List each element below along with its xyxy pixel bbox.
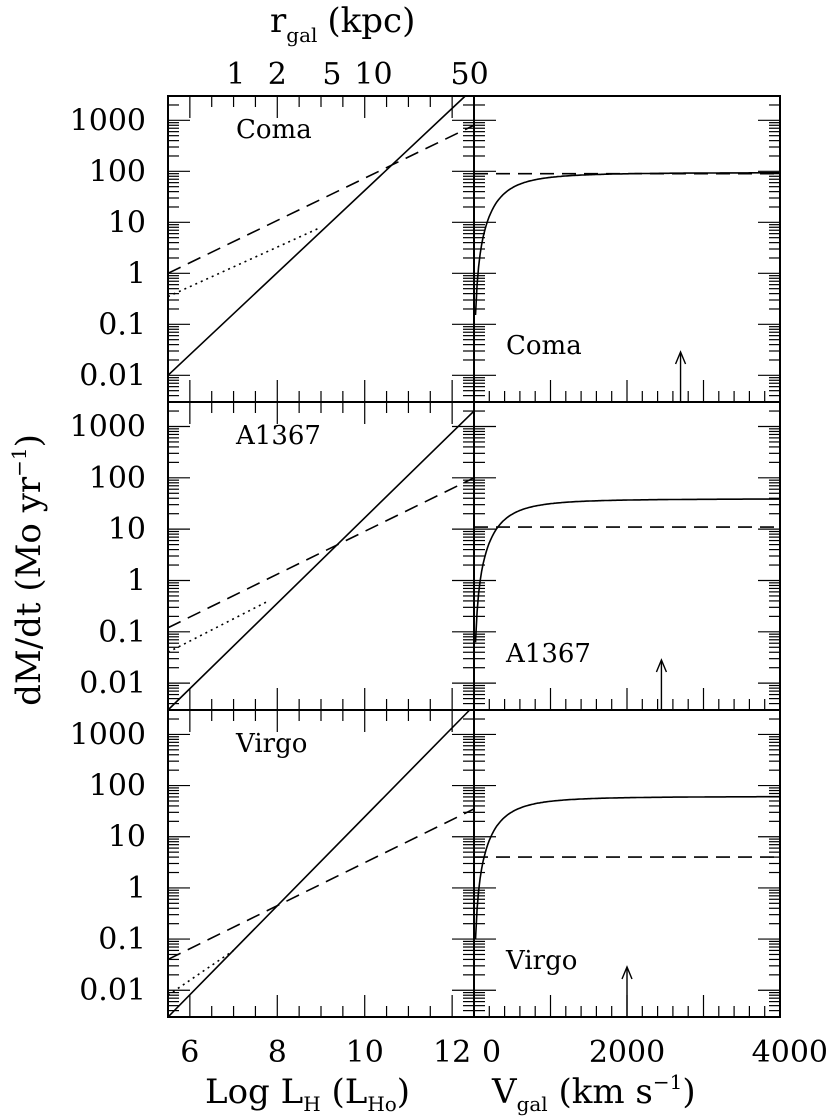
solid-line-A1367	[167, 410, 475, 711]
x-tick-label-left: 10	[346, 1035, 384, 1070]
y-tick-label: 10	[108, 820, 146, 855]
y-tick-label: 0.1	[98, 922, 146, 957]
top-tick-label: 50	[451, 57, 489, 92]
dotted-line-Coma	[167, 226, 322, 298]
x-tick-label-left: 8	[268, 1035, 287, 1070]
top-tick-label: 5	[322, 57, 341, 92]
y-axis-label: dM/dt (Mo yr−1)	[7, 434, 49, 706]
top-tick-label: 2	[268, 57, 287, 92]
cluster-label-right-A1367: A1367	[505, 639, 591, 669]
x-axis-label-left: Log LH (LHo)	[205, 1072, 410, 1116]
arrow-head-A1367	[655, 658, 668, 673]
x-tick-label-left: 6	[180, 1035, 199, 1070]
rising-curve-A1367	[474, 498, 781, 643]
x-tick-label-right: 2000	[589, 1035, 665, 1070]
solid-line-Coma	[167, 95, 466, 376]
cluster-label-right-Coma: Coma	[506, 331, 582, 361]
dotted-line-A1367	[167, 600, 269, 653]
left-panel-frame-1	[167, 401, 475, 711]
rising-curve-Virgo	[474, 795, 780, 940]
y-tick-label: 0.01	[79, 358, 146, 393]
top-tick-label: 1	[226, 57, 245, 92]
dashed-line-Coma	[167, 124, 475, 275]
dashed-line-Virgo	[167, 808, 475, 961]
y-tick-label: 0.1	[98, 615, 146, 650]
x-tick-label-left: 12	[433, 1035, 471, 1070]
cluster-label-left-Coma: Coma	[236, 115, 312, 145]
data-curves	[167, 95, 781, 1018]
axis-ticks	[167, 95, 781, 1018]
y-tick-label: 0.1	[98, 307, 146, 342]
arrow-head-Coma	[674, 350, 687, 365]
arrow-head-Virgo	[621, 965, 633, 980]
left-panel-frame-0	[167, 95, 475, 403]
y-tick-label: 1000	[70, 717, 146, 752]
dotted-line-Virgo	[167, 949, 235, 996]
cluster-label-right-Virgo: Virgo	[505, 946, 577, 976]
top-axis-label: rgal (kpc)	[270, 1, 415, 47]
y-tick-label: 1000	[70, 103, 146, 138]
y-tick-label: 100	[89, 461, 146, 496]
x-tick-label-right: 0	[482, 1035, 501, 1070]
y-tick-label: 0.01	[79, 666, 146, 701]
y-tick-label: 1	[127, 871, 146, 906]
y-tick-label: 1	[127, 563, 146, 598]
y-tick-label: 10	[108, 512, 146, 547]
cluster-label-left-A1367: A1367	[235, 421, 321, 451]
solid-line-Virgo	[167, 709, 471, 1018]
top-tick-label: 10	[354, 57, 392, 92]
y-tick-label: 100	[89, 154, 146, 189]
rising-curve-Coma	[474, 172, 780, 316]
y-tick-label: 0.01	[79, 973, 146, 1008]
y-tick-label: 100	[89, 769, 146, 804]
y-tick-label: 1000	[70, 409, 146, 444]
y-tick-label: 1	[127, 256, 146, 291]
dashed-line-A1367	[167, 477, 475, 629]
y-tick-label: 10	[108, 205, 146, 240]
x-axis-label-right: Vgal (km s−1)	[491, 1070, 696, 1116]
x-tick-label-right: 4000	[752, 1035, 828, 1070]
cluster-label-left-Virgo: Virgo	[235, 729, 307, 759]
labels: rgal (kpc) Log LH (LHo) Vgal (km s−1) dM/…	[7, 1, 828, 1116]
